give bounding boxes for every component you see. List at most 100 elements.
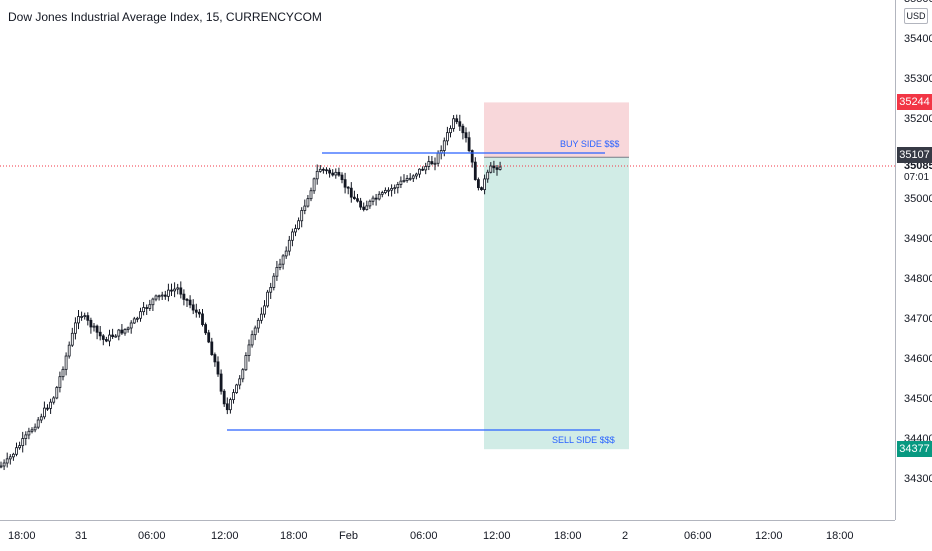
candle-body (132, 318, 136, 324)
candle-body (235, 384, 239, 393)
time-tick-label: 06:00 (410, 530, 438, 542)
candle-body (306, 198, 310, 207)
candle-body (52, 397, 56, 403)
candle-body (95, 325, 99, 333)
candle-body (430, 161, 434, 165)
price-tick-label: 35400 (904, 33, 932, 45)
candle-body (284, 250, 288, 257)
candle-body (452, 118, 456, 129)
candle-body (11, 453, 15, 458)
candle-body (166, 289, 170, 297)
candle-body (216, 361, 220, 375)
candle-body (67, 344, 71, 357)
time-axis[interactable]: 18:00 31 06:00 12:00 18:00 Feb 06:00 12:00 18:00… (0, 520, 895, 551)
candle-body (294, 228, 297, 233)
candle-body (80, 316, 83, 318)
price-tick-label: 34500 (904, 393, 932, 405)
candle-body (114, 335, 118, 338)
candle-body (64, 355, 68, 370)
buy-side-label: BUY SIDE $$$ (560, 139, 619, 149)
candle-body (414, 173, 418, 177)
target-price-tag: 34377 (897, 441, 932, 458)
bar-countdown: 07:01 (904, 172, 930, 183)
candle-body (43, 407, 46, 418)
price-axis[interactable]: 35500 35400 35300 35200 35000 34900 34800 34700… (895, 0, 932, 520)
candle-body (24, 434, 28, 439)
price-tick-label: 34300 (904, 473, 932, 485)
candle-body (337, 171, 341, 176)
time-tick-label: 12:00 (755, 530, 783, 542)
candle-body (473, 161, 477, 181)
currency-badge[interactable]: USD (904, 8, 928, 24)
candle-body (256, 319, 260, 329)
candle-body (191, 304, 195, 311)
candle-body (374, 197, 378, 200)
candle-body (303, 205, 307, 211)
price-tick-label: 34700 (904, 313, 932, 325)
candle-body (467, 137, 471, 151)
candle-body (30, 429, 34, 432)
candle-body (300, 210, 304, 222)
candle-body (263, 305, 266, 315)
candle-body (21, 438, 25, 447)
entry-price-tag: 35107 (897, 147, 932, 164)
candle-body (259, 313, 263, 321)
candle-body (433, 162, 437, 165)
candle-body (194, 309, 198, 313)
candle-body (188, 299, 192, 306)
time-tick-label: 06:00 (138, 530, 166, 542)
price-tick-label: 34600 (904, 353, 932, 365)
candle-body (18, 445, 22, 449)
candle-body (436, 152, 440, 164)
candle-body (101, 335, 105, 340)
candle-body (334, 171, 338, 176)
time-tick-label: 31 (75, 530, 88, 542)
candle-body (278, 263, 282, 268)
candle-body (201, 313, 204, 325)
candle-body (105, 339, 108, 342)
candle-body (498, 166, 502, 170)
candle-body (8, 456, 12, 460)
candle-body (154, 295, 158, 300)
chart-title: Dow Jones Industrial Average Index, 15, … (8, 10, 322, 24)
candle-body (269, 287, 273, 293)
stop-price-tag: 35244 (897, 94, 932, 111)
candle-body (427, 161, 431, 167)
candle-body (383, 189, 387, 193)
candle-body (321, 168, 325, 171)
candle-body (123, 329, 127, 334)
candle-body (210, 341, 214, 356)
price-tick-label: 35300 (904, 73, 932, 85)
time-tick-label: 2 (622, 530, 629, 542)
candle-body (2, 462, 6, 467)
candle-body (204, 324, 208, 334)
candle-body (83, 315, 87, 318)
candle-body (151, 298, 155, 306)
candle-body (148, 304, 152, 309)
time-tick-label: 18:00 (554, 530, 582, 542)
price-tick-label: 35000 (904, 193, 932, 205)
candle-body (380, 192, 384, 195)
plot-area[interactable]: BUY SIDE $$$ SELL SIDE $$$ (0, 0, 895, 520)
candle-body (89, 319, 93, 328)
candle-body (328, 169, 332, 174)
candle-body (207, 332, 211, 343)
candle-body (393, 187, 397, 190)
price-tick-label: 35500 (904, 0, 932, 5)
candle-body (275, 267, 279, 277)
candle-body (55, 387, 59, 399)
candle-body (309, 190, 313, 200)
candle-body (244, 355, 248, 371)
time-tick-label: 12:00 (483, 530, 511, 542)
candle-body (36, 419, 40, 428)
candle-body (340, 174, 344, 181)
candle-body (399, 180, 403, 185)
time-tick-label: 18:00 (826, 530, 854, 542)
candle-body (135, 317, 139, 320)
candle-body (70, 332, 74, 346)
candle-body (287, 239, 291, 252)
candle-body (225, 403, 229, 411)
time-tick-label: 12:00 (211, 530, 239, 542)
candle-body (61, 368, 65, 378)
